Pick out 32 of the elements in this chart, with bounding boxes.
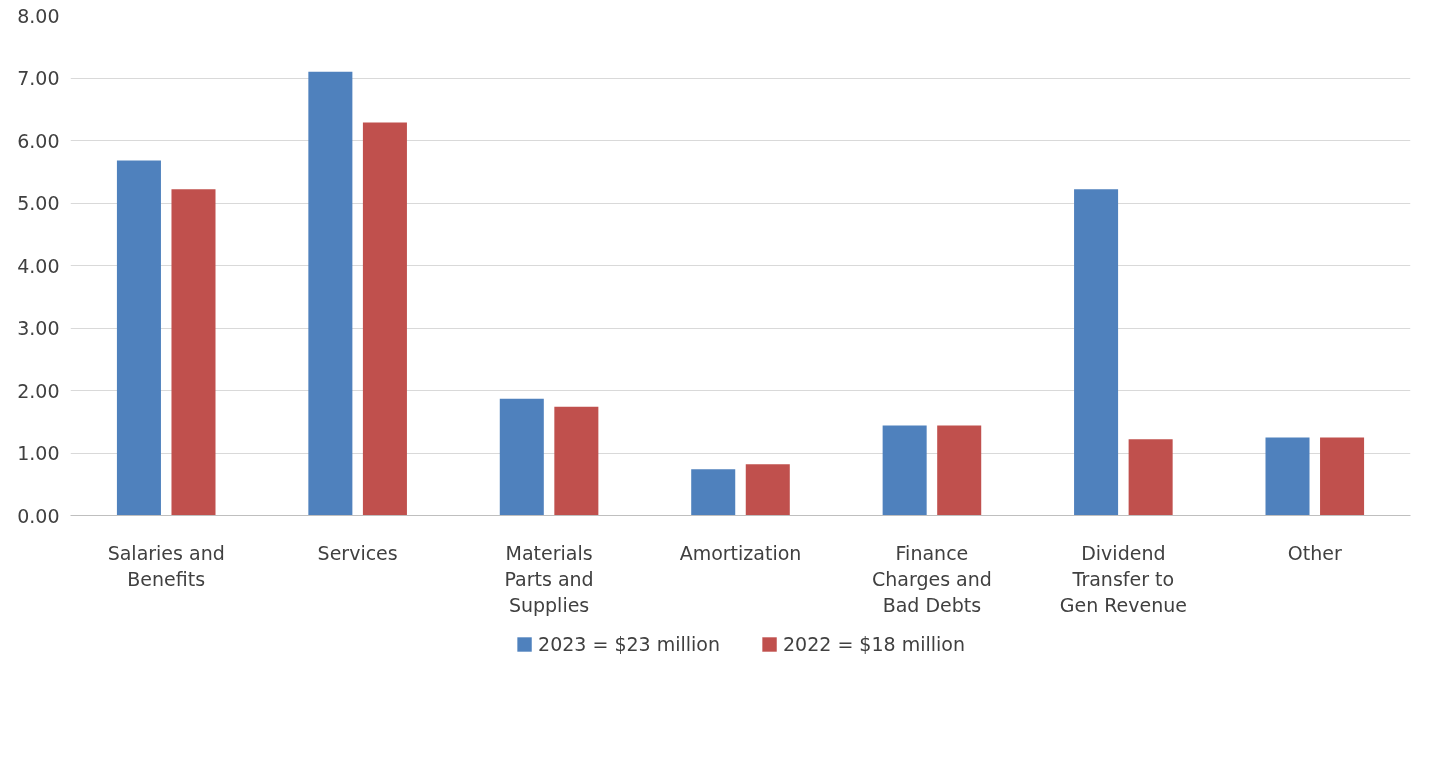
x-tick-label: Dividend Transfer to Gen Revenue (1059, 541, 1187, 617)
x-tick-label: Salaries and Benefits (107, 541, 225, 590)
y-tick-label: 7.00 (17, 67, 60, 89)
bar (745, 464, 790, 516)
y-tick-label: 0.00 (17, 504, 60, 527)
y-tick-label: 1.00 (17, 442, 60, 464)
y-tick-label: 6.00 (17, 129, 60, 152)
bar (1265, 437, 1310, 516)
bar (362, 122, 407, 516)
x-tick-label: Finance Charges and Bad Debts (872, 541, 992, 617)
bar (499, 398, 544, 516)
bar (116, 160, 161, 516)
bar (1320, 437, 1365, 516)
bar (1128, 439, 1173, 516)
legend-label: 2022 = $18 million (783, 633, 965, 655)
bar (691, 469, 736, 516)
y-tick-label: 3.00 (17, 317, 60, 339)
bar (554, 406, 599, 516)
bar (171, 189, 216, 516)
y-tick-label: 8.00 (17, 4, 60, 27)
bar (937, 425, 982, 516)
bar (882, 425, 927, 516)
y-tick-label: 4.00 (17, 254, 60, 277)
bar (308, 71, 353, 516)
y-tick-label: 5.00 (17, 192, 60, 214)
y-tick-label: 2.00 (17, 379, 60, 402)
x-tick-label: Amortization (679, 541, 802, 564)
bar (1074, 189, 1119, 516)
legend-label: 2023 = $23 million (538, 633, 720, 655)
x-tick-label: Other (1287, 541, 1342, 564)
x-tick-label: Materials Parts and Supplies (504, 541, 594, 617)
x-tick-label: Services (317, 541, 398, 564)
